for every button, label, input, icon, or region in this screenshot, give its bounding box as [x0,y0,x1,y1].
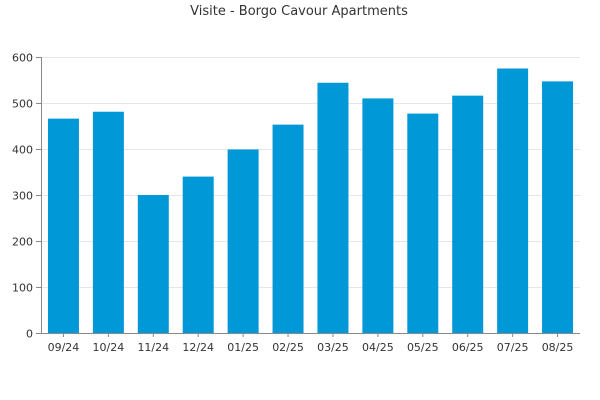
bar [362,98,394,334]
axes [41,57,580,334]
bar [227,149,259,333]
x-tick-label: 01/25 [227,341,259,354]
x-tick-label: 04/25 [362,341,394,354]
y-tick-label: 200 [12,236,33,249]
x-tick-label: 05/25 [407,341,439,354]
y-axis-ticks: 0 100 200 300 400 500 600 [12,52,41,341]
y-tick-label: 100 [12,282,33,295]
x-tick-label: 07/25 [497,341,529,354]
bar [317,82,349,333]
x-tick-label: 11/24 [137,341,169,354]
x-tick-label: 12/24 [182,341,214,354]
bar [452,95,484,333]
bar [542,81,574,333]
bars [47,68,574,334]
bar [272,124,304,334]
x-tick-label: 03/25 [317,341,349,354]
y-tick-label: 500 [12,98,33,111]
y-tick-label: 400 [12,144,33,157]
x-tick-label: 06/25 [452,341,484,354]
bar [407,113,439,333]
bar [497,68,529,333]
chart-title: Visite - Borgo Cavour Apartments [190,4,408,19]
y-tick-label: 0 [26,328,33,341]
x-tick-label: 09/24 [48,341,80,354]
bar [182,176,214,333]
bar [137,195,169,333]
grid-lines [41,57,580,288]
x-tick-label: 10/24 [93,341,125,354]
bar [47,118,79,333]
bar [92,111,124,334]
y-tick-label: 600 [12,52,33,65]
y-tick-label: 300 [12,190,33,203]
x-tick-label: 08/25 [542,341,574,354]
x-axis-ticks: 09/24 10/24 11/24 12/24 01/25 02/25 03/25 04/25… [48,333,574,354]
x-tick-label: 02/25 [272,341,304,354]
